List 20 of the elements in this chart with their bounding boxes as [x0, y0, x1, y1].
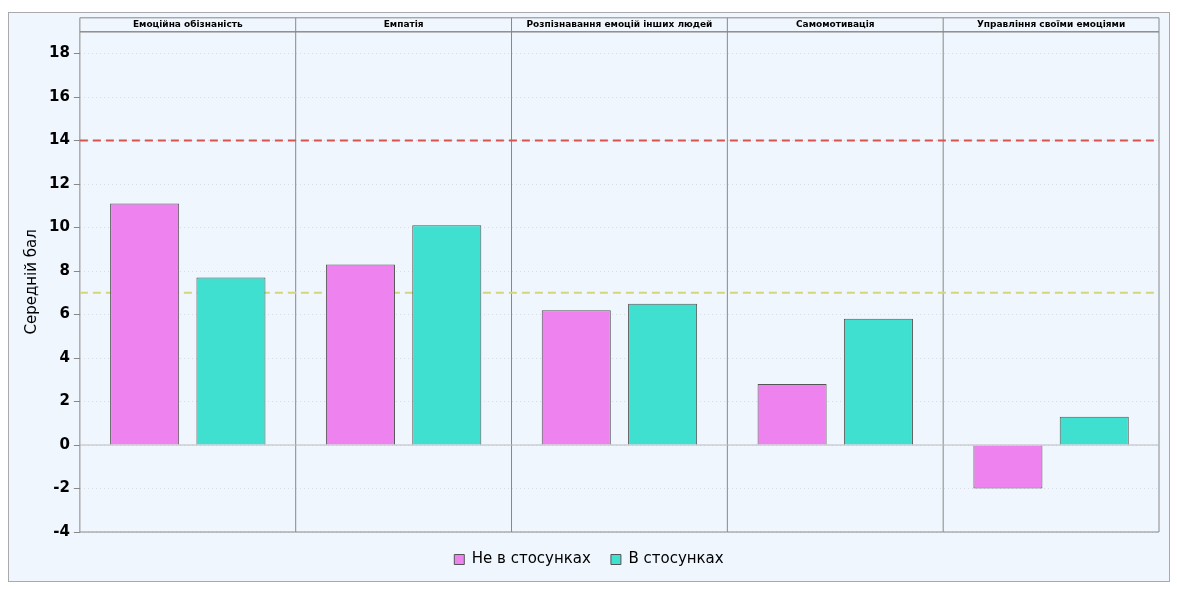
legend-label: Не в стосунках: [471, 549, 592, 568]
y-tick-label: 2: [59, 391, 70, 410]
y-tick-label: 16: [49, 86, 70, 105]
y-tick-label: 10: [49, 217, 70, 236]
x-tick-label: Емоційна обізнаність: [132, 18, 243, 29]
y-tick-label: 12: [49, 173, 70, 192]
x-tick-label: Розпізнавання емоцій інших людей: [526, 18, 713, 29]
x-tick-label: Самомотивація: [795, 18, 875, 29]
y-tick-label: 0: [59, 434, 70, 453]
y-tick-label: 4: [59, 347, 70, 366]
x-tick-label: Управління своїми емоціями: [976, 18, 1126, 29]
y-tick-label: 8: [59, 260, 70, 279]
y-tick-label: -4: [53, 521, 70, 540]
y-tick-label: 14: [49, 130, 70, 149]
y-axis-title: Середній бал: [21, 229, 40, 335]
y-tick-label: -2: [53, 478, 70, 497]
x-tick-label: Емпатія: [383, 18, 424, 29]
y-tick-label: 6: [59, 304, 70, 323]
y-tick-label: 18: [49, 43, 70, 62]
legend-label: В стосунках: [628, 549, 724, 568]
